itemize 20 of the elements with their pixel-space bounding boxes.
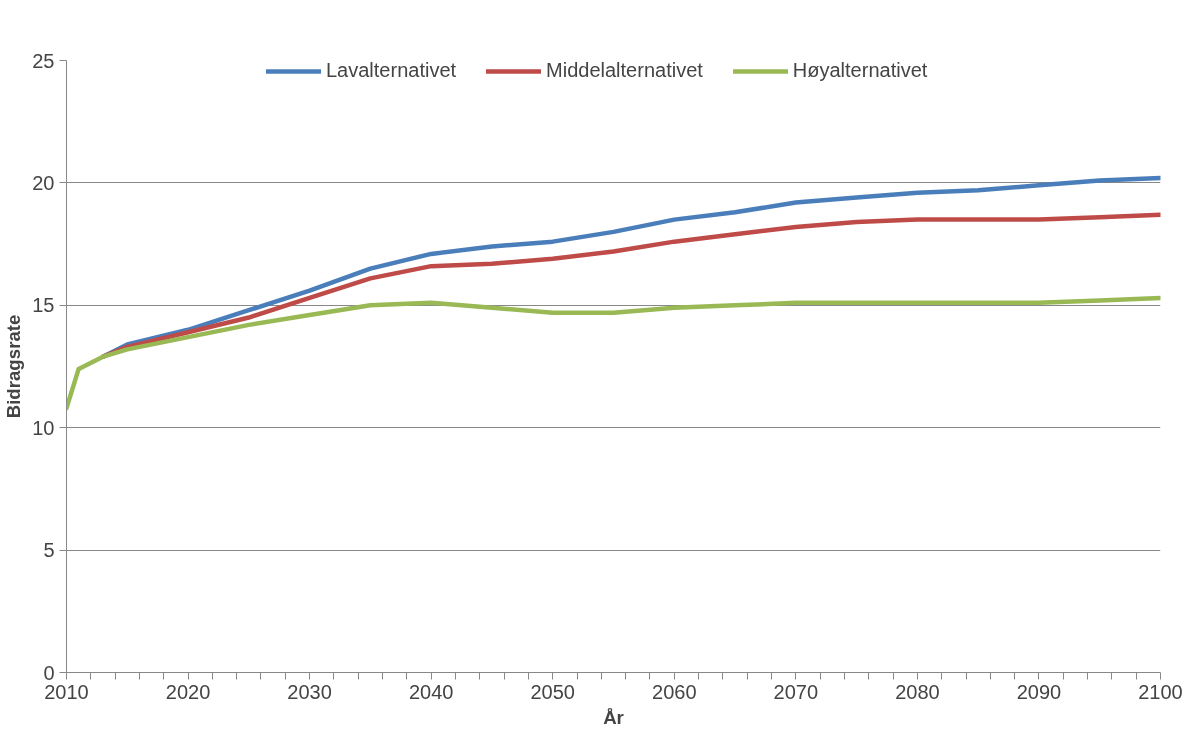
y-tick-label: 5 (43, 539, 55, 562)
x-axis-title: År (603, 706, 624, 728)
y-tick-label: 15 (32, 294, 55, 317)
legend-label: Lavalternativet (326, 59, 457, 82)
x-tick-label: 2060 (652, 680, 697, 703)
x-tick-label: 2090 (1016, 680, 1062, 703)
x-tick-label: 2070 (773, 680, 819, 703)
y-tick-label: 20 (32, 171, 55, 194)
line-series (66, 295, 1161, 411)
x-tick-label: 2040 (408, 680, 454, 703)
y-tick-label: 25 (32, 49, 55, 72)
x-tick-label: 2080 (895, 680, 940, 703)
legend-label: Høyalternativet (792, 59, 928, 82)
x-tick-label: 2020 (165, 680, 211, 703)
x-tick-label: 2030 (287, 680, 332, 703)
x-tick-label: 2100 (1138, 680, 1183, 703)
legend-label: Middelalternativet (546, 59, 703, 82)
y-tick-label: 10 (32, 416, 55, 439)
x-tick-label: 2050 (530, 680, 575, 703)
y-axis-title: Bidragsrate (3, 314, 25, 419)
